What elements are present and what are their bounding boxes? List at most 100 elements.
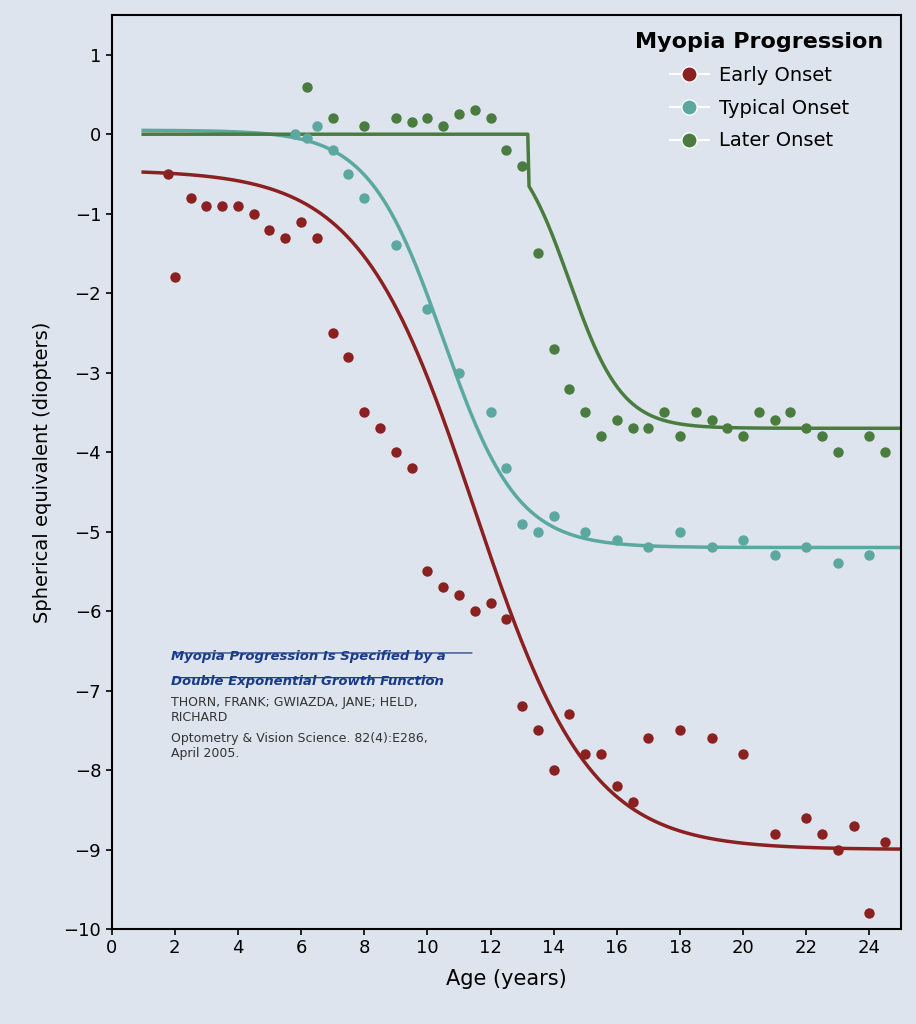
Point: [609, 412, 624, 428]
Point: [436, 118, 451, 134]
Point: [300, 130, 315, 146]
Point: [704, 412, 719, 428]
X-axis label: Age (years): Age (years): [446, 969, 567, 988]
Point: [641, 420, 656, 436]
Point: [300, 79, 315, 95]
Point: [294, 213, 309, 229]
Point: [768, 412, 782, 428]
Point: [357, 404, 372, 421]
Point: [672, 722, 687, 738]
Point: [641, 730, 656, 746]
Point: [357, 189, 372, 206]
Point: [562, 707, 577, 723]
Point: [736, 428, 750, 444]
Point: [736, 531, 750, 548]
Text: Myopia Progression Is Specified by a: Myopia Progression Is Specified by a: [170, 650, 445, 664]
Point: [814, 428, 829, 444]
Point: [231, 198, 245, 214]
Point: [404, 460, 419, 476]
Point: [799, 540, 813, 556]
Point: [799, 810, 813, 826]
Point: [199, 198, 213, 214]
Point: [388, 111, 403, 127]
Point: [768, 825, 782, 842]
Point: [862, 547, 877, 563]
Point: [325, 142, 340, 159]
Point: [515, 515, 529, 531]
Point: [373, 420, 387, 436]
Point: [594, 428, 608, 444]
Point: [609, 531, 624, 548]
Point: [704, 540, 719, 556]
Legend: Early Onset, Typical Onset, Later Onset: Early Onset, Typical Onset, Later Onset: [627, 25, 891, 158]
Point: [768, 547, 782, 563]
Point: [594, 745, 608, 762]
Point: [420, 563, 435, 580]
Point: [288, 126, 302, 142]
Point: [183, 189, 198, 206]
Point: [452, 587, 466, 603]
Point: [530, 523, 545, 540]
Point: [562, 380, 577, 396]
Point: [161, 166, 176, 182]
Point: [672, 523, 687, 540]
Point: [388, 238, 403, 254]
Point: [499, 142, 514, 159]
Point: [310, 229, 324, 246]
Text: Optometry & Vision Science. 82(4):E286,
April 2005.: Optometry & Vision Science. 82(4):E286, …: [170, 732, 428, 761]
Point: [641, 540, 656, 556]
Point: [341, 166, 355, 182]
Point: [831, 842, 845, 858]
Point: [483, 111, 497, 127]
Point: [704, 730, 719, 746]
Point: [814, 825, 829, 842]
Point: [862, 905, 877, 922]
Point: [325, 325, 340, 341]
Point: [420, 111, 435, 127]
Point: [310, 118, 324, 134]
Point: [846, 817, 861, 834]
Point: [467, 102, 482, 119]
Point: [831, 555, 845, 571]
Point: [452, 106, 466, 123]
Point: [736, 745, 750, 762]
Point: [578, 745, 593, 762]
Point: [214, 198, 229, 214]
Point: [452, 365, 466, 381]
Point: [626, 420, 640, 436]
Point: [578, 404, 593, 421]
Point: [799, 420, 813, 436]
Point: [499, 611, 514, 628]
Point: [420, 301, 435, 317]
Point: [546, 762, 561, 778]
Point: [546, 341, 561, 357]
Point: [388, 444, 403, 461]
Point: [720, 420, 735, 436]
Point: [278, 229, 292, 246]
Point: [626, 794, 640, 810]
Point: [783, 404, 798, 421]
Point: [262, 221, 277, 238]
Point: [404, 114, 419, 130]
Point: [672, 428, 687, 444]
Point: [546, 508, 561, 524]
Point: [530, 722, 545, 738]
Point: [467, 603, 482, 620]
Y-axis label: Spherical equivalent (diopters): Spherical equivalent (diopters): [33, 322, 52, 623]
Point: [878, 444, 892, 461]
Point: [483, 404, 497, 421]
Point: [752, 404, 767, 421]
Point: [609, 778, 624, 795]
Point: [483, 595, 497, 611]
Point: [325, 111, 340, 127]
Point: [499, 460, 514, 476]
Point: [168, 269, 182, 286]
Point: [246, 206, 261, 222]
Point: [862, 428, 877, 444]
Point: [831, 444, 845, 461]
Point: [530, 245, 545, 261]
Point: [689, 404, 703, 421]
Point: [341, 348, 355, 365]
Point: [515, 158, 529, 174]
Point: [878, 834, 892, 850]
